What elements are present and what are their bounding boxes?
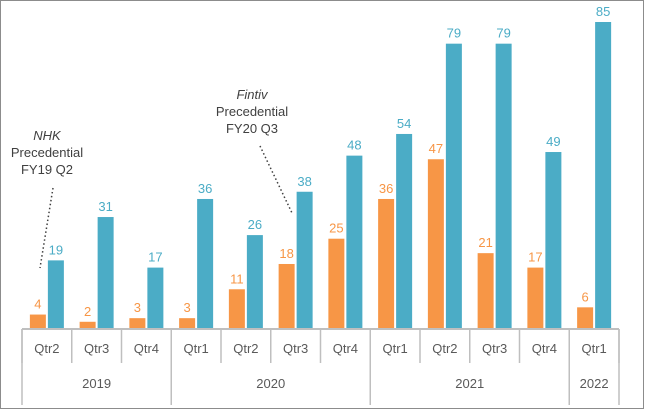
year-label: 2022 (580, 376, 609, 391)
data-label: 36 (379, 181, 393, 196)
annotation-text: Precedential (216, 104, 288, 119)
data-label: 3 (134, 300, 141, 315)
x-tick-label: Qtr4 (333, 341, 358, 356)
bar (197, 198, 214, 329)
bar (346, 155, 363, 329)
bar (296, 191, 313, 329)
year-label: 2021 (455, 376, 484, 391)
bar (577, 307, 594, 329)
annotation-text: Fintiv (236, 87, 269, 102)
x-tick-label: Qtr4 (532, 341, 557, 356)
bar (545, 152, 562, 329)
bar (595, 22, 612, 329)
data-label: 31 (98, 199, 112, 214)
data-label: 26 (248, 217, 262, 232)
data-label: 85 (596, 4, 610, 19)
data-label: 38 (297, 174, 311, 189)
bar (328, 238, 345, 329)
bar (47, 260, 64, 329)
annotation-leader (259, 145, 293, 214)
year-label: 2019 (82, 376, 111, 391)
bar (97, 217, 114, 329)
data-label: 25 (329, 221, 343, 236)
data-label: 3 (184, 300, 191, 315)
data-label: 36 (198, 181, 212, 196)
x-tick-label: Qtr2 (432, 341, 457, 356)
bar (396, 133, 413, 329)
x-tick-label: Qtr1 (581, 341, 606, 356)
annotation-leader (39, 187, 54, 269)
data-label: 17 (528, 250, 542, 265)
data-label: 11 (230, 271, 244, 286)
bar (477, 253, 494, 329)
data-label: 2 (84, 304, 91, 319)
data-label: 4 (34, 297, 41, 312)
annotation-text: Precedential (11, 145, 83, 160)
data-label: 17 (148, 250, 162, 265)
bar (378, 198, 395, 329)
x-tick-label: Qtr1 (183, 341, 208, 356)
x-tick-label: Qtr2 (233, 341, 258, 356)
annotation-text: NHK (33, 128, 62, 143)
bar (527, 267, 544, 329)
bar (29, 314, 46, 329)
data-label: 79 (447, 26, 461, 41)
data-label: 49 (546, 134, 560, 149)
bar (179, 318, 196, 329)
data-label: 6 (582, 289, 589, 304)
data-label: 48 (347, 138, 361, 153)
bar (228, 289, 245, 329)
data-label: 19 (49, 242, 63, 257)
bar (495, 43, 512, 329)
x-tick-label: Qtr4 (134, 341, 159, 356)
bar (445, 43, 462, 329)
x-tick-label: Qtr3 (283, 341, 308, 356)
data-label: 21 (478, 235, 492, 250)
year-label: 2020 (256, 376, 285, 391)
x-tick-label: Qtr3 (482, 341, 507, 356)
data-label: 54 (397, 116, 411, 131)
bar (79, 321, 96, 329)
bar (129, 318, 146, 329)
bar (246, 235, 263, 329)
x-tick-label: Qtr3 (84, 341, 109, 356)
bar (278, 263, 295, 329)
data-label: 18 (279, 246, 293, 261)
x-tick-label: Qtr1 (382, 341, 407, 356)
annotation-text: FY20 Q3 (226, 121, 278, 136)
data-label: 47 (429, 141, 443, 156)
data-label: 79 (496, 26, 510, 41)
bar (147, 267, 164, 329)
annotation-text: FY19 Q2 (21, 162, 73, 177)
x-tick-label: Qtr2 (34, 341, 59, 356)
bar (427, 159, 444, 329)
